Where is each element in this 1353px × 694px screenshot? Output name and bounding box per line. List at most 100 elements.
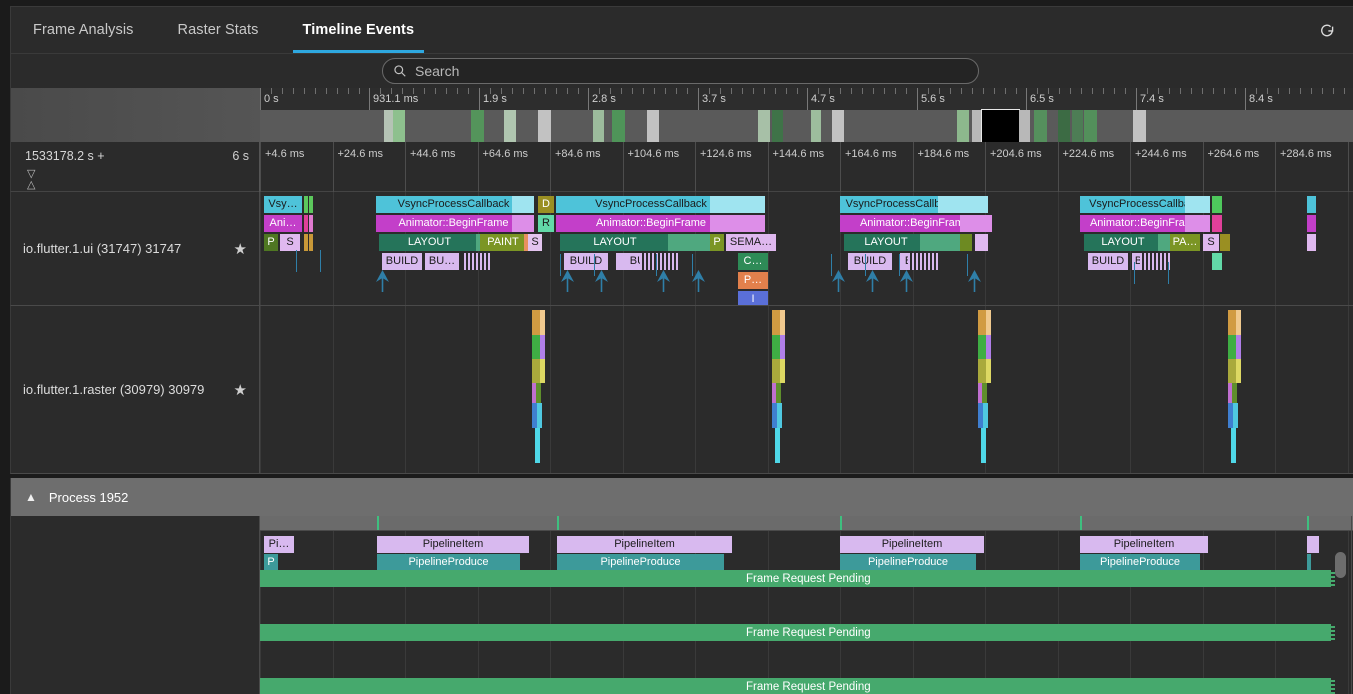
timeline-event-block-unlabeled[interactable] [309,215,313,232]
track-raster-thread-body[interactable] [260,306,1353,473]
frame-request-pending-block[interactable]: Frame Request Pending [260,678,1335,694]
timeline-event-block-unlabeled[interactable] [304,215,308,232]
frame-marker[interactable] [1080,516,1082,530]
refresh-button[interactable] [1301,7,1353,53]
flow-arrow-icon[interactable] [375,270,390,292]
track-ui-thread[interactable]: io.flutter.1.ui (31747) 31747 ★ Vsy… Ani…… [10,192,1353,306]
timeline-event-block[interactable]: BUILD [1088,253,1128,270]
mini-timeline-frame[interactable] [772,110,783,142]
flow-arrow-icon[interactable] [865,270,880,292]
vertical-scrollbar-thumb[interactable] [1335,552,1346,578]
mini-timeline-frame[interactable] [981,109,1020,143]
search-input[interactable]: Search [382,58,979,84]
timeline-event-block[interactable]: Ani… [264,215,302,232]
timeline-event-block[interactable]: S [1203,234,1219,251]
timeline-event-block[interactable]: D [538,196,554,213]
frame-marker[interactable] [557,516,559,530]
flow-arrow-icon[interactable] [691,270,706,292]
timeline-event-block[interactable]: S [280,234,300,251]
pipeline-event-block[interactable]: PipelineItem [840,536,984,553]
raster-event-block[interactable] [1228,383,1232,403]
flow-arrow-icon[interactable] [656,270,671,292]
mini-timeline-frame[interactable] [538,110,551,142]
timeline-event-block-unlabeled[interactable] [710,215,765,232]
raster-event-block[interactable] [978,383,982,403]
mini-timeline-frame[interactable] [1072,110,1083,142]
timeline-event-block[interactable]: P [264,234,278,251]
track-raster-thread[interactable]: io.flutter.1.raster (30979) 30979 ★ [10,306,1353,474]
timeline-event-block[interactable]: I [738,291,768,305]
raster-event-block[interactable] [532,359,540,383]
vertical-scrollbar-track[interactable] [1351,516,1352,694]
timeline-event-block-unlabeled[interactable] [1307,215,1316,232]
timeline-event-block[interactable]: S [528,234,542,251]
timeline-event-block-unlabeled[interactable] [920,234,960,251]
mini-timeline-frame[interactable] [612,110,625,142]
timeline-event-block-unlabeled[interactable] [1212,253,1222,270]
chevron-up-icon[interactable]: ▲ [25,490,37,504]
timeline-event-block-unlabeled[interactable] [304,234,308,251]
raster-event-block[interactable] [540,310,545,335]
mini-timeline-frame[interactable] [1084,110,1097,142]
mini-timeline[interactable]: 0 s 931.1 ms 1.9 s 2.8 s 3.7 s 4.7 s 5.6 s 6.5 … [10,88,1353,143]
pipeline-event-block[interactable]: PipelineProduce [557,554,724,571]
raster-event-block[interactable] [986,335,991,359]
raster-event-block[interactable] [776,383,781,403]
timeline-event-block[interactable]: LAYOUT [560,234,670,251]
raster-event-block[interactable] [1236,359,1241,383]
timeline-event-block[interactable]: VsyncProcessCallback [376,196,531,213]
raster-event-block[interactable] [978,428,981,463]
mini-timeline-frame[interactable] [593,110,604,142]
timeline-event-block-unlabeled[interactable] [1212,196,1222,213]
flow-arrow-icon[interactable] [899,270,914,292]
raster-event-block[interactable] [978,359,986,383]
raster-event-block[interactable] [532,335,540,359]
timeline-event-block-unlabeled[interactable] [512,196,534,213]
timeline-event-block-unlabeled[interactable] [1212,215,1222,232]
mini-timeline-frames[interactable] [260,109,1353,143]
frame-marker[interactable] [840,516,842,530]
mini-timeline-frame[interactable] [1034,110,1047,142]
timeline-event-cluster[interactable] [464,253,490,270]
timeline-event-block[interactable]: Animator::BeginFrame [556,215,746,232]
raster-event-block[interactable] [780,359,785,383]
pipeline-event-block[interactable] [1307,554,1311,571]
flow-arrow-icon[interactable] [594,270,609,292]
timeline-event-block[interactable]: P… [738,272,768,289]
timeline-event-cluster[interactable] [1140,253,1172,270]
timeline-event-block-unlabeled[interactable] [1307,196,1316,213]
timeline-event-cluster[interactable] [908,253,940,270]
mini-timeline-frame[interactable] [1058,110,1070,142]
raster-event-block[interactable] [981,428,986,463]
mini-timeline-frame[interactable] [393,110,405,142]
timeline-event-block-unlabeled[interactable] [710,196,765,213]
timeline-event-block-unlabeled[interactable] [960,234,972,251]
frame-request-pending-block[interactable]: Frame Request Pending [260,624,1335,641]
raster-event-block[interactable] [532,428,535,463]
async-events-body[interactable]: Pi… P PipelineItem PipelineProduce PipelineI… [260,516,1353,694]
flow-arrow-icon[interactable] [967,270,982,292]
pipeline-event-block[interactable]: PipelineProduce [1080,554,1200,571]
raster-event-block[interactable] [1228,310,1236,335]
timeline-event-block-unlabeled[interactable] [1185,196,1210,213]
raster-event-block[interactable] [535,428,540,463]
raster-event-block[interactable] [1232,383,1237,403]
frame-marker[interactable] [377,516,379,530]
timeline-event-block[interactable]: BUILD [382,253,422,270]
timeline-event-block[interactable]: SEMA… [726,234,776,251]
timeline-event-block[interactable]: P [710,234,724,251]
chevron-up-icon[interactable]: △ [27,179,36,191]
timeline-event-block[interactable]: VsyncProcessCallback [556,196,746,213]
timeline-event-block[interactable]: BUILD [564,253,608,270]
raster-event-block[interactable] [978,310,986,335]
async-events-section[interactable]: Pi… P PipelineItem PipelineProduce PipelineI… [10,516,1353,694]
mini-timeline-frame[interactable] [384,110,393,142]
timeline-event-cluster[interactable] [640,253,678,270]
pipeline-event-block[interactable]: PipelineItem [557,536,732,553]
timeline-event-block-unlabeled[interactable] [304,196,308,213]
raster-event-block[interactable] [780,310,785,335]
timeline-event-block-unlabeled[interactable] [938,196,988,213]
timeline-event-block-unlabeled[interactable] [512,215,534,232]
raster-event-block[interactable] [532,383,536,403]
frame-request-pending-block[interactable]: Frame Request Pending [260,570,1335,587]
